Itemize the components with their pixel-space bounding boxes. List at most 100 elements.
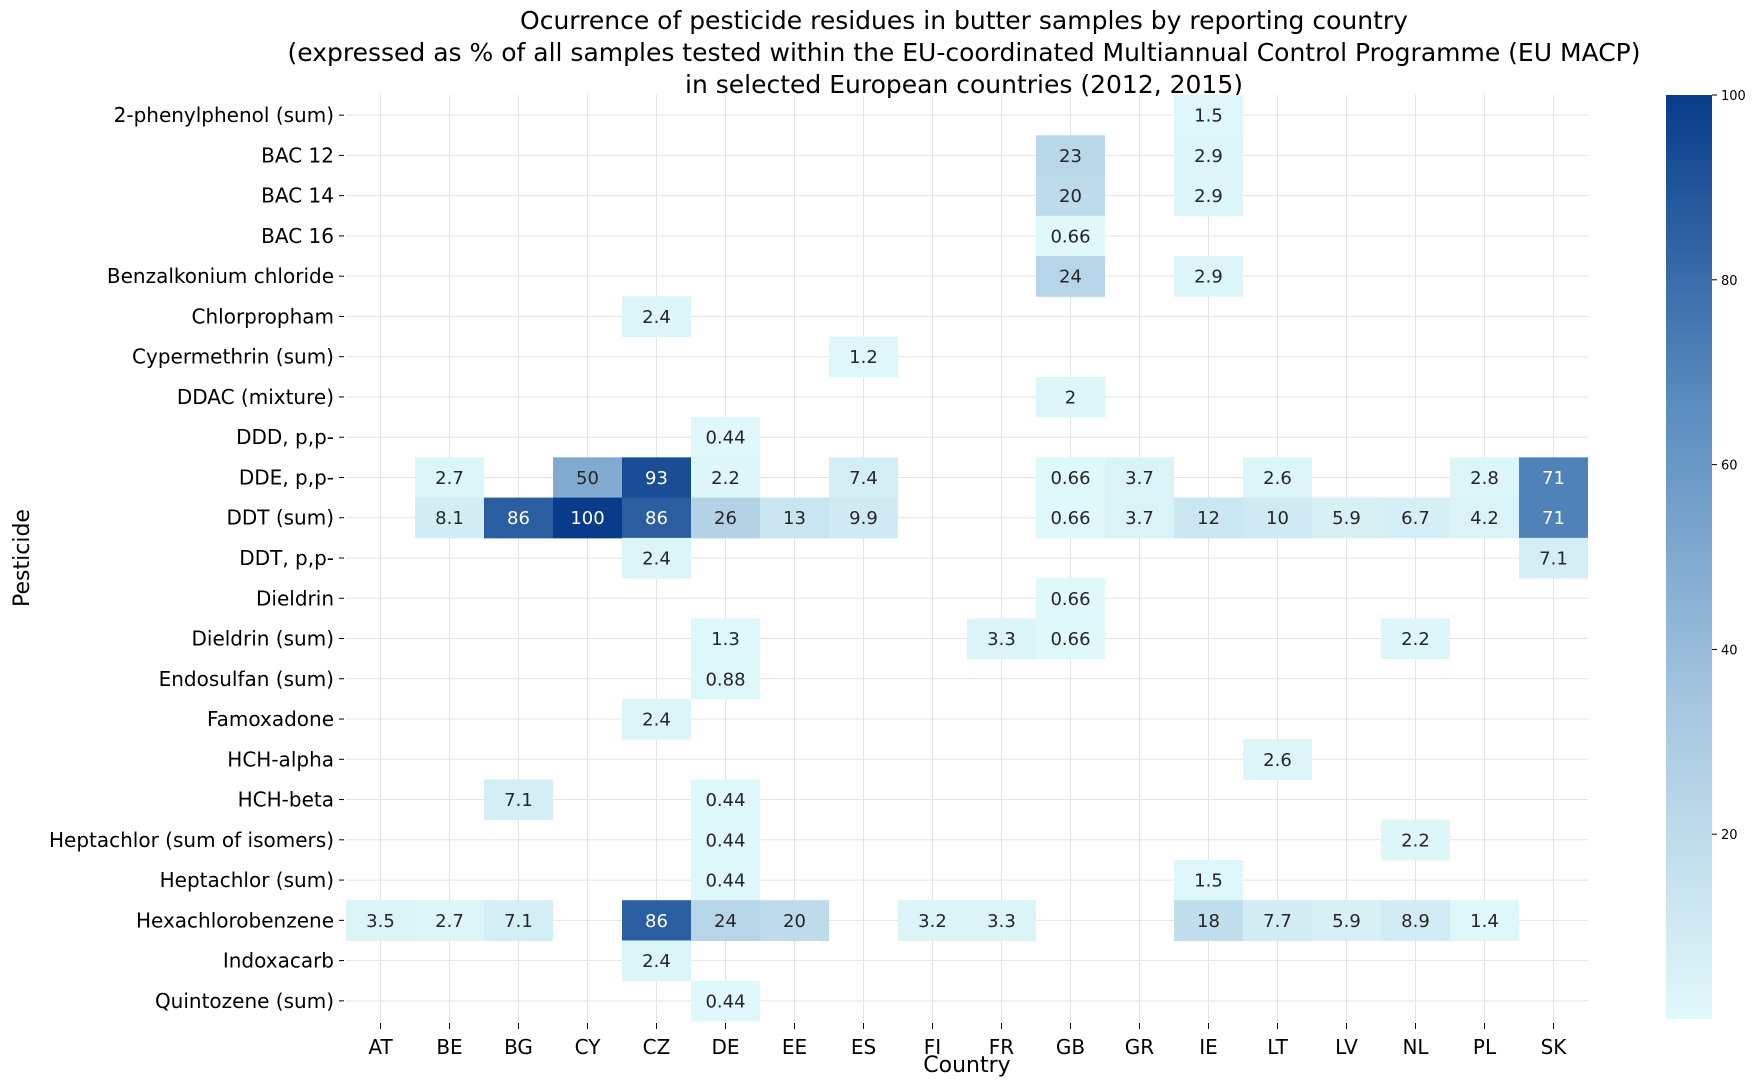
y-tick-label: Heptachlor (sum)	[160, 868, 334, 892]
cell-value-label: 0.44	[705, 830, 745, 851]
x-tick-label: DE	[711, 1035, 739, 1059]
cell-value-label: 2.7	[435, 911, 464, 932]
colorbar-tick-label: 40	[1721, 643, 1738, 658]
cell-value-label: 2.6	[1263, 750, 1292, 771]
heatmap-cell	[622, 457, 691, 499]
x-tick-label: GR	[1125, 1035, 1154, 1059]
y-tick-label: DDAC (mixture)	[177, 385, 334, 409]
y-tick-label: BAC 16	[261, 224, 334, 248]
heatmap-cell	[1036, 256, 1105, 297]
cell-value-label: 2.2	[1401, 629, 1430, 650]
x-tick-label: CZ	[643, 1035, 671, 1059]
y-axis-label: Pesticide	[10, 509, 35, 607]
cell-value-label: 3.7	[1125, 508, 1154, 529]
cell-value-label: 2.4	[642, 951, 671, 972]
cell-value-label: 3.3	[987, 911, 1016, 932]
cell-value-label: 0.66	[1050, 468, 1090, 489]
x-tick-label: FI	[924, 1035, 941, 1059]
cell-value-label: 93	[645, 468, 668, 489]
x-tick-label: PL	[1473, 1035, 1497, 1059]
heatmap-cell	[622, 940, 691, 982]
cell-value-label: 86	[645, 911, 668, 932]
heatmap-cell	[1243, 497, 1312, 539]
cell-value-label: 3.3	[987, 629, 1016, 650]
heatmap-cell	[1036, 578, 1105, 619]
cell-value-label: 0.66	[1050, 508, 1090, 529]
heatmap-cell	[691, 900, 760, 941]
cell-value-label: 7.1	[504, 790, 533, 811]
heatmap-cell	[691, 457, 760, 499]
heatmap-cell	[1450, 457, 1519, 499]
heatmap-cell	[967, 618, 1036, 660]
heatmap-cell	[1519, 537, 1588, 579]
heatmap-cell	[1174, 175, 1243, 217]
cell-value-label: 86	[645, 508, 668, 529]
cell-value-label: 24	[714, 911, 737, 932]
heatmap-cell	[1312, 900, 1381, 941]
heatmap-cell	[829, 336, 898, 378]
x-tick-label: ES	[851, 1035, 876, 1059]
heatmap-cell	[553, 497, 622, 539]
cell-value-label: 0.44	[705, 991, 745, 1012]
cell-value-label: 26	[714, 508, 737, 529]
heatmap-cell	[1174, 497, 1243, 539]
cell-value-label: 50	[576, 468, 599, 489]
cell-value-label: 2.9	[1194, 267, 1223, 288]
heatmap-cell	[760, 900, 829, 941]
cell-value-label: 100	[570, 508, 604, 529]
x-tick-label: SK	[1541, 1035, 1568, 1059]
heatmap-cell	[1381, 497, 1450, 539]
cell-value-label: 0.44	[705, 790, 745, 811]
x-tick-label: GB	[1056, 1035, 1085, 1059]
x-tick-label: NL	[1402, 1035, 1429, 1059]
cell-value-label: 20	[783, 911, 806, 932]
chart-title-line-1: Ocurrence of pesticide residues in butte…	[520, 6, 1408, 35]
x-tick-label: BE	[436, 1035, 462, 1059]
heatmap-cell	[622, 537, 691, 579]
x-tick-label: FR	[989, 1035, 1015, 1059]
cell-value-label: 2.4	[642, 710, 671, 731]
cell-value-label: 0.66	[1050, 226, 1090, 247]
heatmap-cell	[415, 497, 484, 539]
x-tick-label: LV	[1335, 1035, 1358, 1059]
cell-value-label: 9.9	[849, 508, 878, 529]
cell-value-label: 5.9	[1332, 911, 1361, 932]
cell-value-label: 1.5	[1194, 106, 1223, 127]
cell-value-label: 0.88	[705, 669, 745, 690]
heatmap-cell	[1243, 900, 1312, 941]
cell-value-label: 3.2	[918, 911, 947, 932]
cell-value-label: 5.9	[1332, 508, 1361, 529]
x-tick-label: EE	[782, 1035, 807, 1059]
heatmap-cell	[691, 497, 760, 539]
cell-value-label: 4.2	[1470, 508, 1499, 529]
heatmap-cell	[484, 779, 553, 821]
cell-value-label: 71	[1542, 508, 1565, 529]
cell-value-label: 8.1	[435, 508, 464, 529]
cell-value-label: 2	[1065, 387, 1076, 408]
cell-value-label: 2.7	[435, 468, 464, 489]
cell-value-label: 2.2	[711, 468, 740, 489]
y-tick-label: Chlorpropham	[192, 304, 334, 328]
y-tick-label: Famoxadone	[207, 707, 334, 731]
cell-value-label: 86	[507, 508, 530, 529]
heatmap-cell	[1312, 497, 1381, 539]
y-tick-label: BAC 12	[261, 143, 334, 167]
heatmap-cell	[691, 980, 760, 1022]
heatmap-cell	[691, 658, 760, 700]
heatmap-cell	[829, 457, 898, 499]
cell-value-label: 3.5	[366, 911, 395, 932]
heatmap-cell	[1036, 175, 1105, 217]
heatmap-cell	[622, 698, 691, 740]
heatmap-cell	[484, 900, 553, 941]
heatmap-cell	[1174, 95, 1243, 136]
heatmap-cell	[1381, 819, 1450, 861]
y-tick-label: Cypermethrin (sum)	[132, 345, 334, 369]
cell-value-label: 2.4	[642, 307, 671, 328]
cell-value-label: 23	[1059, 146, 1082, 167]
y-tick-label: Benzalkonium chloride	[107, 264, 334, 288]
y-tick-label: Quintozene (sum)	[155, 989, 334, 1013]
y-tick-label: DDD, p,p-	[236, 425, 334, 449]
y-tick-label: DDT, p,p-	[239, 546, 334, 570]
